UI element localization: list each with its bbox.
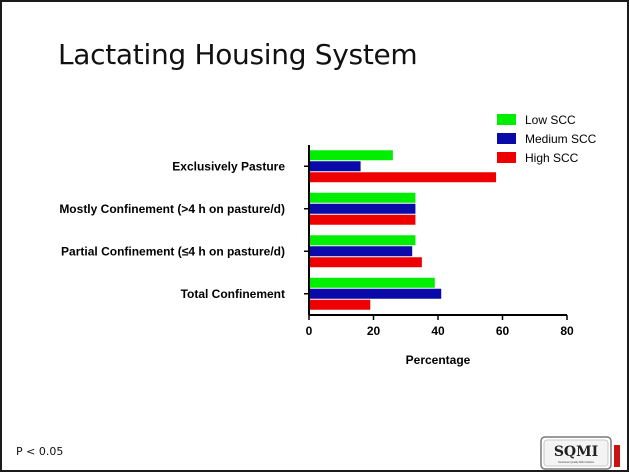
category-label: Partial Confinement (≤4 h on pasture/d) [61,244,285,258]
category-label: Exclusively Pasture [172,159,285,173]
category-label: Total Confinement [181,287,285,301]
sqmi-logo: SQMI Southeast Quality Milk Initiative [540,436,620,470]
x-tick-label: 40 [431,324,445,338]
bar-low-scc-3 [309,235,416,246]
category-label: Mostly Confinement (>4 h on pasture/d) [59,202,285,216]
bar-low-scc-2 [309,192,416,203]
legend-label-high-scc: High SCC [525,151,579,165]
legend-swatch-low-scc [497,114,516,125]
legend-label-medium-scc: Medium SCC [525,132,597,146]
bar-high-scc-2 [309,214,416,225]
bar-medium-scc-3 [309,246,413,257]
x-tick-label: 0 [306,324,313,338]
bar-low-scc-4 [309,277,435,288]
bar-high-scc-4 [309,299,371,310]
x-tick-label: 80 [560,324,574,338]
legend-swatch-high-scc [497,152,516,163]
logo-subtext: Southeast Quality Milk Initiative [558,460,595,464]
legend-swatch-medium-scc [497,133,516,144]
bar-medium-scc-1 [309,161,361,172]
bar-medium-scc-2 [309,203,416,214]
bar-low-scc-1 [309,150,393,161]
bar-medium-scc-4 [309,288,442,299]
x-tick-label: 20 [367,324,381,338]
legend-label-low-scc: Low SCC [525,113,576,127]
bar-high-scc-1 [309,172,497,183]
x-tick-label: 60 [496,324,510,338]
logo-wordmark: SQMI [554,444,598,460]
bar-high-scc-3 [309,257,422,268]
slide-title: Lactating Housing System [58,38,418,71]
x-axis-title: Percentage [406,353,471,367]
p-value-footnote: P < 0.05 [16,445,64,458]
